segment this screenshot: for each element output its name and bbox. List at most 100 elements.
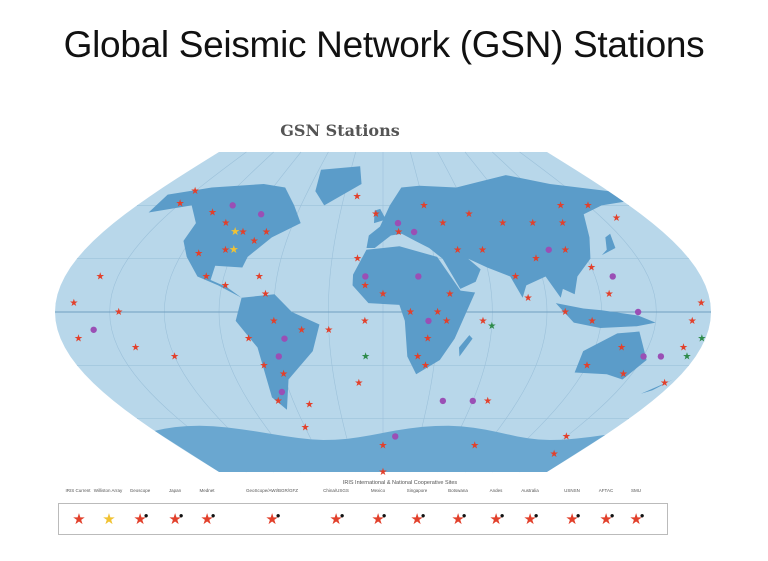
station-star-icon: ★ — [114, 307, 123, 318]
station-star-icon: ★ — [413, 351, 422, 362]
station-star-icon: ★ — [69, 298, 78, 309]
station-star-icon: ★ — [498, 218, 507, 229]
station-star-icon: ★ — [479, 316, 488, 327]
station-star-icon: ★ — [279, 369, 288, 380]
station-star-icon: ★ — [561, 245, 570, 256]
eurasia-landmass — [366, 175, 624, 298]
station-star-icon: ★ — [354, 378, 363, 389]
station-star-icon: ★ — [379, 467, 388, 478]
station-star-icon: ★ — [558, 218, 567, 229]
indonesia-landmass — [555, 303, 656, 328]
station-star-icon: ★ — [445, 289, 454, 300]
station-star-icon: ★ — [353, 254, 362, 265]
greenland-landmass — [315, 166, 362, 206]
legend-label: Singapore — [406, 488, 428, 493]
affiliate-station-marker — [545, 246, 552, 253]
williston-star-icon: ★ — [230, 225, 240, 238]
affiliate-station-marker — [439, 397, 447, 405]
station-star-icon: ★ — [305, 399, 314, 410]
station-star-icon: ★ — [269, 316, 278, 327]
legend-label: Williston Array — [93, 488, 123, 493]
affiliate-station-marker — [278, 388, 286, 396]
station-star-icon: ★ — [511, 271, 520, 282]
legend-label: Australia — [521, 488, 539, 493]
station-star-icon: ★ — [688, 316, 697, 327]
station-star-icon: ★ — [433, 307, 442, 318]
station-star-icon: ★ — [617, 343, 626, 354]
legend-heading: IRIS International & National Cooperativ… — [342, 480, 458, 486]
station-star-icon: ★ — [470, 440, 479, 451]
affiliate-station-marker — [634, 308, 642, 316]
station-star-icon: ★ — [556, 200, 565, 211]
legend-label: China/USGS — [323, 488, 349, 493]
legend-star-icon: ★ — [102, 511, 116, 528]
station-star-icon: ★ — [360, 316, 369, 327]
affiliate-station-marker — [362, 273, 369, 280]
station-star-icon: ★ — [453, 245, 462, 256]
station-star-icon: ★ — [562, 431, 571, 442]
station-star-icon: ★ — [371, 209, 380, 220]
cooperative-star-icon: ★ — [487, 321, 496, 332]
station-star-icon: ★ — [239, 227, 248, 238]
world-map: ★★★★★★★★★★★★★★★★★★ ★★★★★★ ★★★★★★★★★ ★ ★★ ★★★★… — [55, 151, 711, 478]
legend-label: SMU — [631, 488, 641, 493]
station-star-icon: ★ — [176, 199, 185, 210]
map-title: GSN Stations — [280, 121, 400, 140]
station-star-icon: ★ — [612, 213, 621, 224]
station-star-icon: ★ — [588, 316, 597, 327]
station-star-icon: ★ — [361, 280, 370, 291]
station-star-icon: ★ — [131, 343, 140, 354]
station-star-icon: ★ — [423, 334, 432, 345]
affiliate-station-marker — [281, 335, 288, 342]
station-star-icon: ★ — [420, 200, 429, 211]
station-star-icon: ★ — [208, 207, 217, 218]
legend-star-icon: ★● — [133, 511, 149, 528]
cooperative-star-icon: ★ — [697, 334, 706, 345]
south-america-landmass — [235, 294, 320, 410]
legend-star-icon: ★● — [265, 511, 281, 528]
station-star-icon: ★ — [301, 423, 310, 434]
legend-label: GeoScope/AWI/BGR/GFZ — [245, 488, 299, 493]
affiliate-station-marker — [410, 228, 418, 236]
station-star-icon: ★ — [221, 280, 230, 291]
station-star-icon: ★ — [191, 186, 200, 197]
station-star-icon: ★ — [250, 236, 259, 247]
station-star-icon: ★ — [438, 218, 447, 229]
affiliate-station-marker — [609, 273, 616, 280]
affiliate-station-marker — [425, 317, 432, 325]
australia-landmass — [574, 331, 647, 380]
legend-label: Andes — [489, 488, 503, 493]
affiliate-station-marker — [415, 273, 422, 280]
legend-star-icon: ★● — [599, 511, 615, 528]
station-star-icon: ★ — [679, 343, 688, 354]
station-star-icon: ★ — [274, 396, 283, 407]
station-star-icon: ★ — [221, 245, 230, 256]
legend-label: AFTAC — [598, 488, 614, 493]
station-star-icon: ★ — [379, 289, 388, 300]
legend-star-icon: ★● — [200, 511, 216, 528]
station-star-icon: ★ — [96, 271, 105, 282]
station-star-icon: ★ — [262, 227, 271, 238]
station-star-icon: ★ — [478, 245, 487, 256]
legend-star-icon: ★● — [371, 511, 387, 528]
station-star-icon: ★ — [483, 396, 492, 407]
affiliate-station-marker — [394, 219, 402, 227]
legend-star-icon: ★● — [410, 511, 426, 528]
affiliate-station-marker — [257, 211, 265, 218]
legend-label: Geoscope — [129, 488, 151, 493]
legend-star-icon: ★● — [451, 511, 467, 528]
affiliate-station-marker — [229, 202, 236, 209]
legend-box: ★ ★ ★● ★● ★● ★● ★● ★● ★● ★● ★● ★● ★● ★● ★● — [58, 503, 668, 535]
uk-landmass — [374, 208, 386, 224]
station-star-icon: ★ — [260, 360, 269, 371]
station-star-icon: ★ — [524, 293, 533, 304]
affiliate-station-marker — [469, 397, 477, 405]
station-star-icon: ★ — [583, 360, 592, 371]
legend-label: Japan — [168, 488, 182, 493]
slide-title: Global Seismic Network (GSN) Stations — [63, 24, 705, 65]
cooperative-star-icon: ★ — [682, 351, 691, 362]
affiliate-station-marker — [275, 353, 282, 360]
station-star-icon: ★ — [587, 263, 596, 274]
station-star-icon: ★ — [261, 289, 270, 300]
legend-star-icon: ★● — [329, 511, 345, 528]
